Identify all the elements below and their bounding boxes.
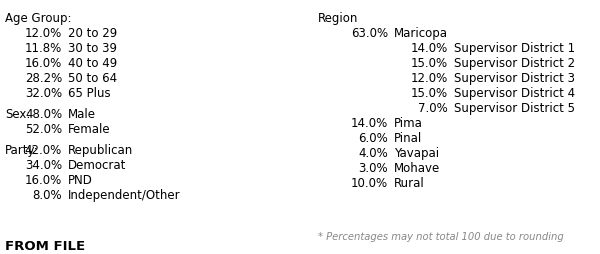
Text: 40 to 49: 40 to 49 [68,57,117,70]
Text: 65 Plus: 65 Plus [68,87,110,100]
Text: Pinal: Pinal [394,132,422,145]
Text: Mohave: Mohave [394,161,440,174]
Text: 16.0%: 16.0% [25,57,62,70]
Text: 52.0%: 52.0% [25,122,62,135]
Text: 6.0%: 6.0% [358,132,388,145]
Text: 16.0%: 16.0% [25,173,62,186]
Text: 20 to 29: 20 to 29 [68,27,117,40]
Text: Yavapai: Yavapai [394,146,439,159]
Text: 28.2%: 28.2% [25,72,62,85]
Text: Democrat: Democrat [68,158,127,171]
Text: 15.0%: 15.0% [411,57,448,70]
Text: Maricopa: Maricopa [394,27,448,40]
Text: Republican: Republican [68,144,133,156]
Text: * Percentages may not total 100 due to rounding: * Percentages may not total 100 due to r… [318,231,564,241]
Text: Pima: Pima [394,117,423,130]
Text: Independent/Other: Independent/Other [68,188,181,201]
Text: 4.0%: 4.0% [358,146,388,159]
Text: 34.0%: 34.0% [25,158,62,171]
Text: 42.0%: 42.0% [25,144,62,156]
Text: 8.0%: 8.0% [32,188,62,201]
Text: 11.8%: 11.8% [25,42,62,55]
Text: 48.0%: 48.0% [25,108,62,121]
Text: 14.0%: 14.0% [351,117,388,130]
Text: PND: PND [68,173,93,186]
Text: Party:: Party: [5,144,38,156]
Text: FROM FILE: FROM FILE [5,239,85,252]
Text: Age Group:: Age Group: [5,12,71,25]
Text: Supervisor District 4: Supervisor District 4 [454,87,575,100]
Text: Female: Female [68,122,110,135]
Text: 10.0%: 10.0% [351,176,388,189]
Text: 7.0%: 7.0% [418,102,448,115]
Text: 63.0%: 63.0% [351,27,388,40]
Text: 30 to 39: 30 to 39 [68,42,117,55]
Text: 50 to 64: 50 to 64 [68,72,117,85]
Text: 15.0%: 15.0% [411,87,448,100]
Text: 14.0%: 14.0% [411,42,448,55]
Text: Supervisor District 1: Supervisor District 1 [454,42,575,55]
Text: Sex:: Sex: [5,108,31,121]
Text: Supervisor District 5: Supervisor District 5 [454,102,575,115]
Text: 12.0%: 12.0% [411,72,448,85]
Text: Male: Male [68,108,96,121]
Text: 32.0%: 32.0% [25,87,62,100]
Text: Supervisor District 2: Supervisor District 2 [454,57,575,70]
Text: 12.0%: 12.0% [25,27,62,40]
Text: Supervisor District 3: Supervisor District 3 [454,72,575,85]
Text: Region: Region [318,12,358,25]
Text: Rural: Rural [394,176,425,189]
Text: 3.0%: 3.0% [358,161,388,174]
